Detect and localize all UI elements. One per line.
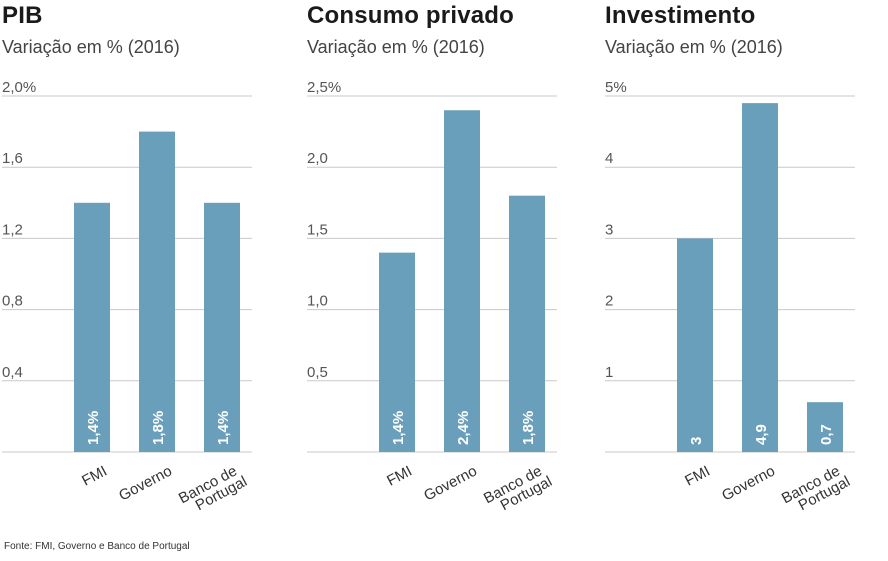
y-tick-label: 2,0% (2, 79, 36, 96)
bar (139, 131, 175, 452)
bar-value-label: 1,4% (215, 411, 232, 445)
x-category-label: FMI (384, 463, 415, 490)
chart-subtitle: Variação em % (2016) (605, 37, 783, 57)
x-category-label-line: FMI (682, 463, 713, 490)
y-tick-label: 0,5 (307, 364, 328, 381)
bar (444, 110, 480, 453)
y-tick-label: 1 (605, 364, 613, 381)
bar-value-label: 1,4% (85, 411, 102, 445)
x-category-label: Banco dePortugal (481, 461, 555, 520)
x-category-label: Governo (116, 463, 175, 505)
bar-value-label: 2,4% (455, 411, 472, 445)
chart-panel-investimento: Investimento Variação em % (2016) 1 2 3 4 5%… (605, 0, 867, 530)
bar (74, 202, 110, 452)
bar-value-label: 4,9 (753, 424, 770, 445)
y-tick-label: 4 (605, 150, 613, 167)
x-category-label: Banco dePortugal (176, 461, 250, 520)
x-category-label-line: Governo (719, 463, 778, 505)
y-tick-label: 5% (605, 79, 627, 96)
bar-chart-pib: 0,4 0,8 1,2 1,6 2,0% 1,4% FMI 1,8% Governo 1,4% Ba… (2, 79, 252, 520)
y-tick-label: 0,8 (2, 293, 23, 310)
bar-value-label: 1,4% (390, 411, 407, 445)
bar (379, 252, 415, 452)
y-tick-label: 0,4 (2, 364, 23, 381)
x-category-label: FMI (79, 463, 110, 490)
x-category-label-line: FMI (79, 463, 110, 490)
bar (807, 402, 843, 452)
x-category-label-line: Governo (421, 463, 480, 505)
bar-value-label: 1,8% (150, 411, 167, 445)
y-tick-label: 2 (605, 293, 613, 310)
bar (742, 103, 778, 453)
bar-value-label: 1,8% (520, 411, 537, 445)
y-tick-label: 1,5 (307, 221, 328, 238)
y-tick-label: 1,2 (2, 221, 23, 238)
bar (509, 195, 545, 452)
x-category-label-line: FMI (384, 463, 415, 490)
chart-subtitle: Variação em % (2016) (307, 37, 485, 57)
bar-value-label: 3 (688, 437, 705, 445)
x-category-label: Governo (719, 463, 778, 505)
chart-title: Consumo privado (307, 2, 515, 29)
y-tick-label: 2,0 (307, 150, 328, 167)
x-category-label: Governo (421, 463, 480, 505)
chart-title: Investimento (605, 2, 756, 29)
chart-panel-consumo-privado: Consumo privado Variação em % (2016) 0,5… (307, 0, 569, 530)
chart-title: PIB (2, 2, 43, 29)
source-note: Fonte: FMI, Governo e Banco de Portugal (4, 541, 190, 552)
bar-value-label: 0,7 (818, 424, 835, 445)
bar-chart-investimento: 1 2 3 4 5% 3 FMI 4,9 Governo 0,7 Banco dePortugal (605, 79, 855, 520)
x-category-label: FMI (682, 463, 713, 490)
x-category-label: Banco dePortugal (779, 461, 853, 520)
bar (677, 238, 713, 452)
chart-panel-pib: PIB Variação em % (2016) 0,4 0,8 1,2 1,6 2,0… (2, 0, 264, 530)
y-tick-label: 2,5% (307, 79, 341, 96)
y-tick-label: 1,6 (2, 150, 23, 167)
x-category-label-line: Governo (116, 463, 175, 505)
bar (204, 202, 240, 452)
bar-chart-consumo-privado: 0,5 1,0 1,5 2,0 2,5% 1,4% FMI 2,4% Governo 1,8% Ba… (307, 79, 557, 520)
y-tick-label: 3 (605, 221, 613, 238)
chart-subtitle: Variação em % (2016) (2, 37, 180, 57)
y-tick-label: 1,0 (307, 293, 328, 310)
